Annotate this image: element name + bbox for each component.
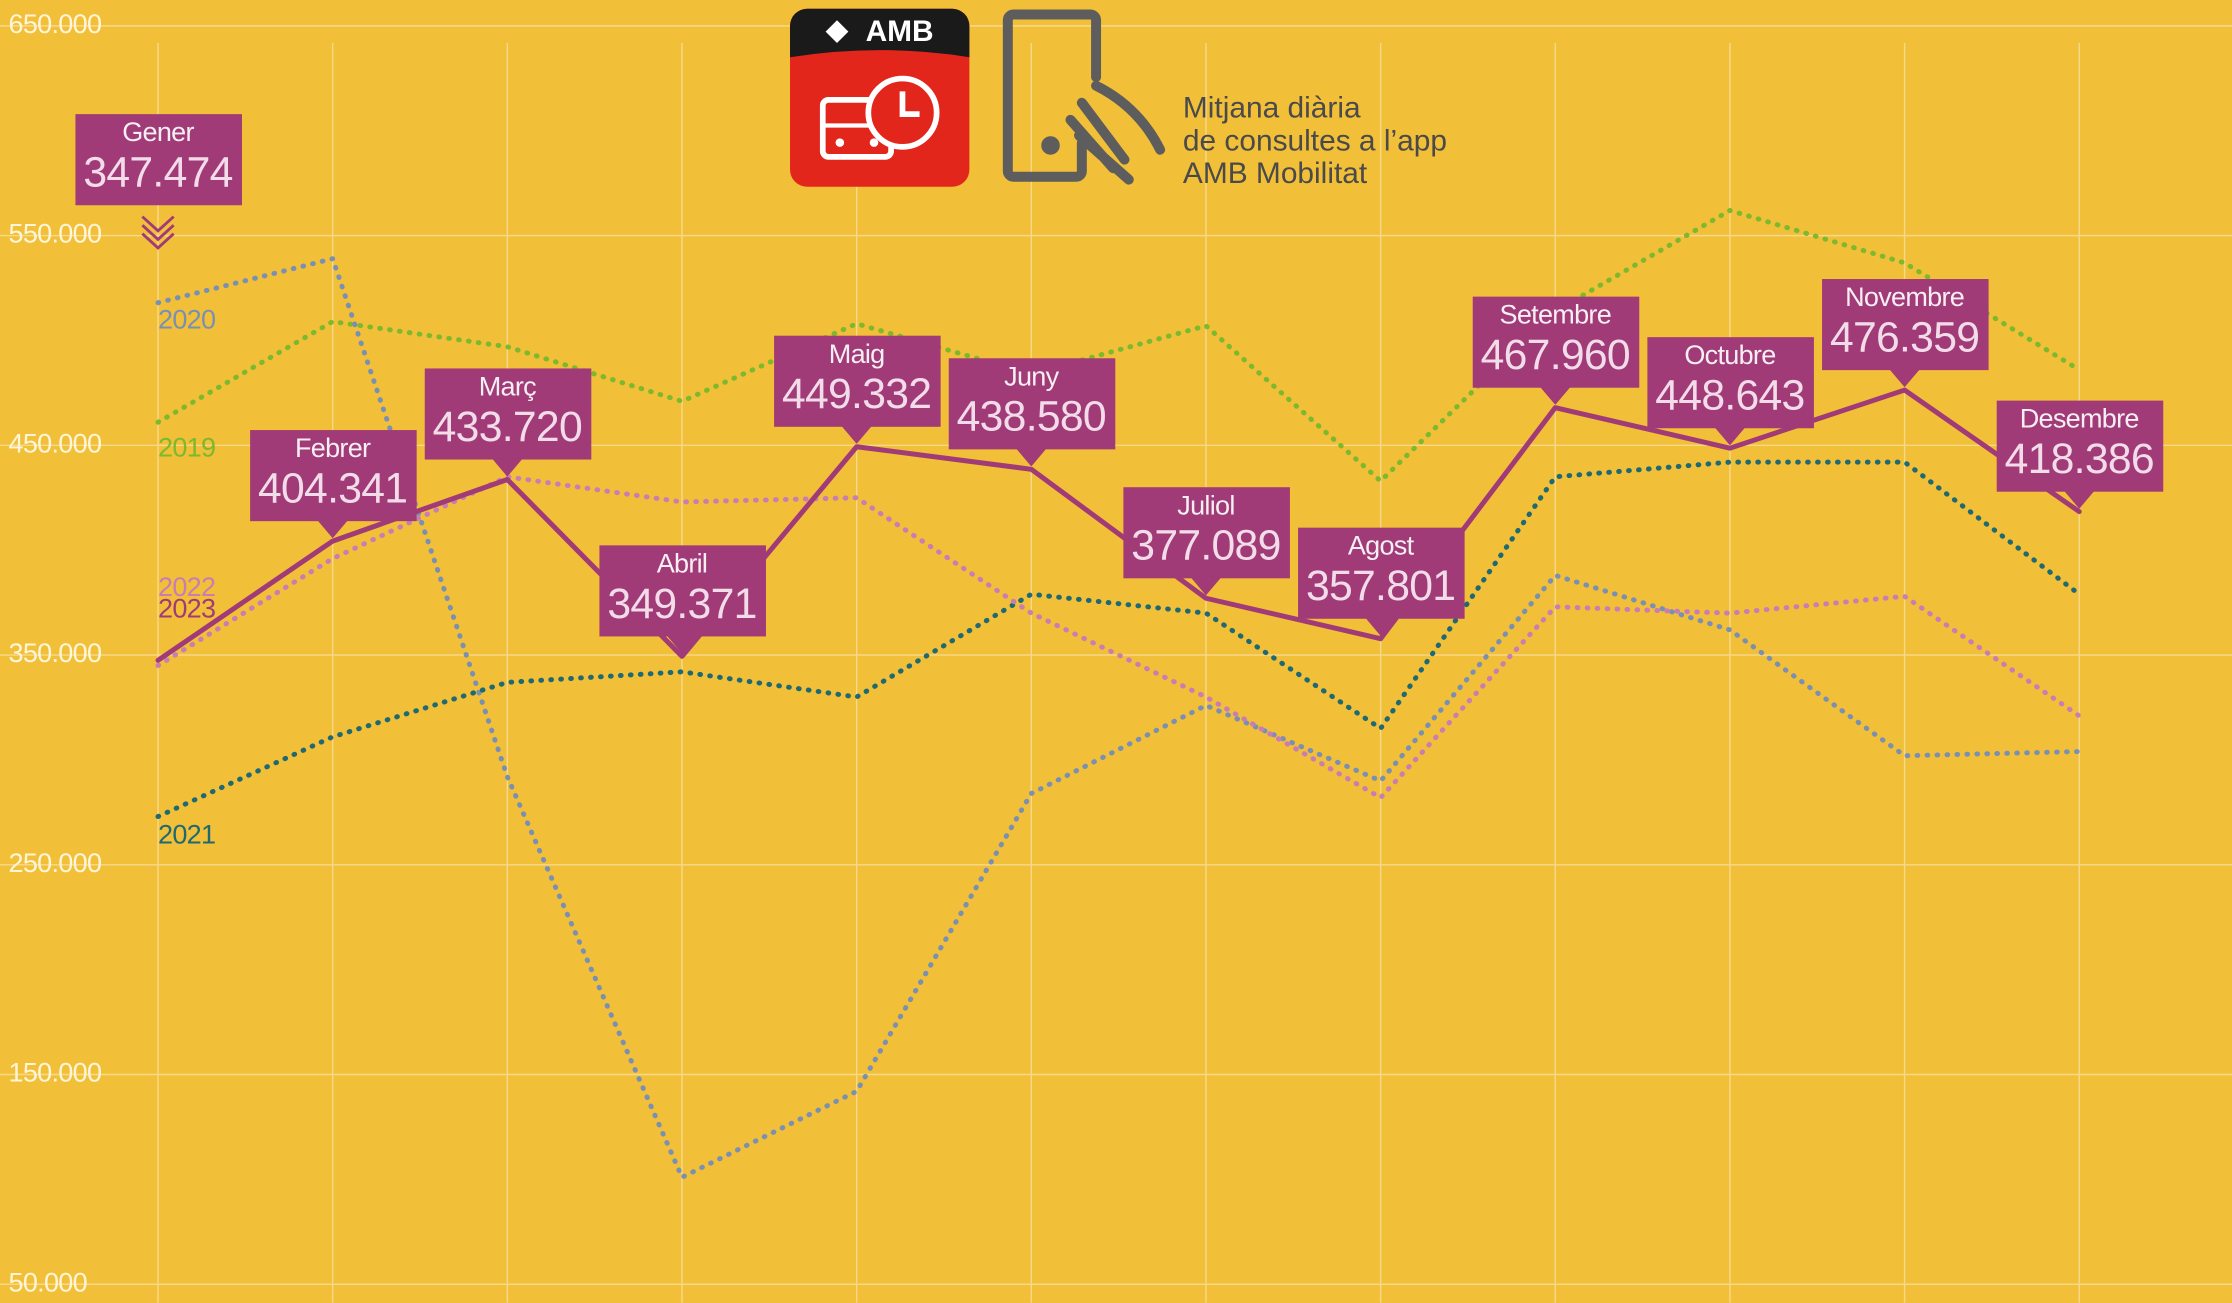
series-line (155, 256, 2082, 1180)
category-label: Agost (1348, 531, 1415, 561)
y-tick-label: 350.000 (9, 638, 102, 668)
series-name: 2020 (158, 304, 215, 334)
series-name: 2023 (158, 594, 215, 624)
logo-band (790, 8, 970, 58)
callout-box (75, 114, 242, 206)
y-tick-label: 550.000 (9, 219, 102, 249)
callout-pointer (1015, 447, 1047, 467)
title-line: de consultes a l’app (1183, 125, 1447, 158)
callout-chevron (141, 232, 175, 250)
callout-box (774, 335, 941, 427)
value-label: 449.332 (782, 370, 931, 418)
category-label: Setembre (1500, 300, 1611, 330)
bus-icon (869, 138, 879, 147)
callout-pointer (1190, 576, 1222, 596)
callout-pointer (1539, 386, 1571, 405)
callout-chevron (141, 215, 175, 233)
callout-box (1996, 400, 2164, 492)
series-line (155, 207, 2082, 484)
callout-pointer (1888, 368, 1921, 388)
callout-chevron (141, 224, 175, 242)
value-label: 377.089 (1131, 522, 1280, 570)
phone-icon (1002, 9, 1166, 185)
value-label: 357.801 (1306, 562, 1455, 610)
callout-box (1472, 296, 1640, 388)
callout-box (424, 368, 592, 460)
series-name: 2021 (158, 820, 215, 850)
series-line (155, 387, 2082, 663)
series-line (155, 459, 2082, 820)
series-line (155, 474, 2082, 801)
callout-box (1822, 279, 1989, 371)
callout-pointer (666, 635, 698, 654)
value-label: 476.359 (1830, 314, 1979, 362)
title-line: Mitjana diària (1183, 92, 1361, 125)
y-tick-label: 450.000 (9, 428, 102, 458)
grid: 50.000 150.000 250.000 350.000 450.000 550.00… (0, 9, 2232, 1303)
callout-pointer (1364, 617, 1397, 636)
value-label: 347.474 (83, 149, 232, 197)
logo-text: AMB (866, 15, 934, 48)
value-label: 418.386 (2005, 435, 2154, 483)
value-label: 349.371 (607, 580, 756, 628)
category-label: Novembre (1845, 282, 1964, 312)
category-label: Febrer (295, 433, 371, 463)
title-line: AMB Mobilitat (1183, 157, 1368, 190)
hand (1065, 80, 1166, 185)
callout-box (599, 545, 766, 637)
category-label: Octubre (1684, 340, 1775, 370)
callout-box (1298, 527, 1465, 619)
y-tick-label: 650.000 (9, 9, 102, 39)
category-label: Març (479, 372, 536, 402)
callout-pointer (840, 425, 873, 444)
y-tick-label: 50.000 (9, 1267, 87, 1297)
value-label: 438.580 (957, 393, 1106, 441)
callout-box (1647, 337, 1814, 429)
bus-icon (835, 138, 845, 147)
series-name: 2019 (158, 432, 215, 462)
clock-icon (899, 91, 920, 117)
callout-box (250, 430, 417, 522)
category-label: Gener (122, 117, 194, 147)
category-label: Juliol (1177, 490, 1234, 520)
category-label: Maig (829, 339, 885, 369)
value-label: 404.341 (258, 465, 407, 513)
phone-outline (1002, 9, 1102, 182)
category-label: Desembre (2020, 404, 2139, 434)
y-tick-label: 250.000 (9, 848, 102, 878)
y-tick-label: 150.000 (9, 1058, 102, 1088)
category-label: Abril (657, 548, 708, 578)
value-label: 448.643 (1655, 372, 1804, 420)
logo-mark (825, 20, 849, 43)
callout-pointer (491, 458, 523, 477)
phone-button (1041, 136, 1060, 155)
app-logo: AMB (790, 8, 970, 187)
callout-pointer (2063, 490, 2095, 509)
callout-box (948, 358, 1116, 450)
value-label: 433.720 (433, 403, 582, 451)
series-name: 2022 (158, 572, 215, 602)
category-label: Juny (1004, 361, 1059, 391)
callout-pointer (317, 519, 349, 539)
callout-box (1123, 487, 1290, 579)
value-label: 467.960 (1481, 331, 1630, 379)
callout-pointer (1714, 426, 1746, 446)
